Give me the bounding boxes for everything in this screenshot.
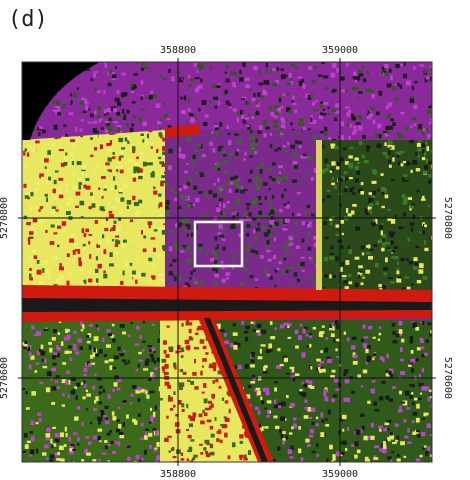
- classified-image: [22, 62, 436, 466]
- left-coord-label: 5270800: [0, 197, 10, 239]
- right-coord-label: 5270800: [442, 197, 453, 239]
- panel-label: (d): [8, 7, 48, 32]
- top-coord-label: 359000: [322, 45, 358, 56]
- top-coord-label: 358800: [160, 45, 196, 56]
- bottom-coord-label: 358800: [160, 469, 196, 480]
- map-figure: (d) 358800 359000 358800 359000 5270800 …: [0, 0, 470, 480]
- bottom-coord-label: 359000: [322, 469, 358, 480]
- left-coord-label: 5270600: [0, 357, 10, 399]
- land-patch: [316, 140, 322, 290]
- right-coord-label: 5270600: [442, 357, 453, 399]
